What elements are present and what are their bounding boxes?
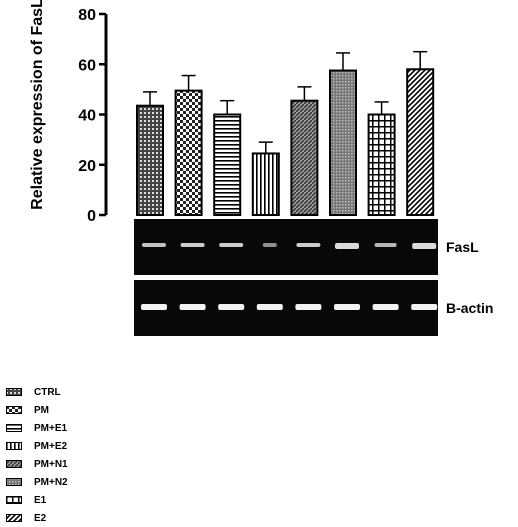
y-axis-label: Relative expression of FasL [29, 0, 46, 210]
legend-item: E1 [6, 491, 68, 509]
bactin-blot-label: B-actin [446, 300, 494, 316]
bar-e2 [406, 68, 435, 217]
blot-band [372, 304, 399, 310]
y-tick-label: 60 [78, 57, 96, 74]
legend-swatch [6, 442, 22, 450]
bar-ctrl [136, 104, 164, 216]
legend-label: PM+N1 [34, 458, 68, 470]
legend-swatch [6, 388, 22, 396]
blot-band [335, 243, 359, 249]
bar-pm-n1 [290, 99, 319, 216]
y-tick-label: 80 [78, 7, 96, 24]
legend-item: PM+N1 [6, 455, 68, 473]
blot-band [296, 243, 321, 247]
fasl-blot-label: FasL [446, 239, 479, 255]
blot-band [256, 304, 283, 310]
legend-item: PM+E1 [6, 419, 68, 437]
blot-band [262, 243, 277, 247]
legend-label: PM+E2 [34, 440, 68, 452]
legend-label: E2 [34, 512, 47, 524]
legend-swatch [6, 496, 22, 504]
y-tick-label: 20 [78, 158, 96, 175]
legend-label: PM [34, 404, 49, 416]
fasl-blot [134, 219, 438, 275]
legend-item: PM [6, 401, 68, 419]
bar-chart: 0 20 40 60 80 [78, 7, 435, 225]
legend-item: PM+N2 [6, 473, 68, 491]
y-tick-label: 0 [87, 208, 96, 225]
legend-label: PM+E1 [34, 422, 68, 434]
legend-item: E2 [6, 509, 68, 527]
blot-band [179, 304, 206, 310]
bars [136, 50, 435, 217]
y-axis: 0 20 40 60 80 [78, 7, 108, 225]
blot-band [141, 304, 167, 310]
blot-band [412, 243, 437, 249]
legend: CTRL PM PM+E1 PM+E2 PM+N1 PM+N2 E1 E2 [6, 383, 68, 527]
blot-band [334, 304, 360, 310]
blot-band [411, 304, 438, 310]
legend-swatch [6, 478, 22, 486]
legend-swatch [6, 514, 22, 522]
legend-label: E1 [34, 494, 47, 506]
y-tick-label: 40 [78, 108, 96, 125]
bar-pm-e2 [251, 152, 280, 217]
bar-pm-e1 [213, 113, 242, 216]
blot-band [142, 243, 166, 247]
legend-swatch [6, 406, 22, 414]
legend-swatch [6, 460, 22, 468]
bar-pm [174, 89, 203, 216]
blot-band [180, 243, 205, 247]
blot-band [218, 304, 245, 310]
bar-e1 [367, 113, 396, 216]
bar-pm-n2 [329, 69, 357, 216]
blot-band [295, 304, 322, 310]
bactin-blot [134, 280, 438, 336]
legend-label: PM+N2 [34, 476, 68, 488]
legend-item: PM+E2 [6, 437, 68, 455]
legend-item: CTRL [6, 383, 68, 401]
blot-band [219, 243, 244, 247]
legend-swatch [6, 424, 22, 432]
legend-label: CTRL [34, 386, 61, 398]
blot-band [374, 243, 397, 247]
